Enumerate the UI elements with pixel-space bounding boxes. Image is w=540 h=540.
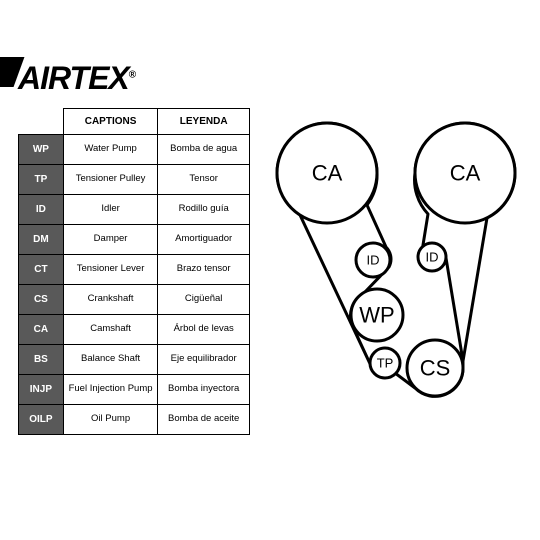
- pulley-label-ca2: CA: [450, 161, 481, 186]
- header-blank: [19, 109, 64, 135]
- leyenda-cell: Bomba inyectora: [158, 375, 250, 405]
- code-cell: WP: [19, 135, 64, 165]
- belt-diagram: CA CA ID ID WP TP CS: [265, 115, 530, 415]
- table-row: DMDamperAmortiguador: [19, 225, 250, 255]
- leyenda-cell: Amortiguador: [158, 225, 250, 255]
- caption-cell: Tensioner Pulley: [63, 165, 158, 195]
- header-captions: CAPTIONS: [63, 109, 158, 135]
- table-row: IDIdlerRodillo guía: [19, 195, 250, 225]
- header-leyenda: LEYENDA: [158, 109, 250, 135]
- code-cell: DM: [19, 225, 64, 255]
- caption-cell: Fuel Injection Pump: [63, 375, 158, 405]
- leyenda-cell: Rodillo guía: [158, 195, 250, 225]
- caption-cell: Camshaft: [63, 315, 158, 345]
- code-cell: TP: [19, 165, 64, 195]
- table-row: CTTensioner LeverBrazo tensor: [19, 255, 250, 285]
- code-cell: OILP: [19, 405, 64, 435]
- leyenda-cell: Brazo tensor: [158, 255, 250, 285]
- pulley-label-tp: TP: [377, 356, 394, 371]
- caption-cell: Tensioner Lever: [63, 255, 158, 285]
- leyenda-cell: Bomba de agua: [158, 135, 250, 165]
- code-cell: CT: [19, 255, 64, 285]
- caption-cell: Water Pump: [63, 135, 158, 165]
- pulley-label-id1: ID: [367, 253, 380, 268]
- code-cell: ID: [19, 195, 64, 225]
- caption-cell: Oil Pump: [63, 405, 158, 435]
- table-row: INJPFuel Injection PumpBomba inyectora: [19, 375, 250, 405]
- belt-diagram-svg: CA CA ID ID WP TP CS: [265, 115, 530, 415]
- table-row: OILPOil PumpBomba de aceite: [19, 405, 250, 435]
- leyenda-cell: Bomba de aceite: [158, 405, 250, 435]
- caption-cell: Damper: [63, 225, 158, 255]
- code-cell: CS: [19, 285, 64, 315]
- leyenda-cell: Cigüeñal: [158, 285, 250, 315]
- table-row: TPTensioner PulleyTensor: [19, 165, 250, 195]
- code-cell: INJP: [19, 375, 64, 405]
- brand-reg: ®: [129, 69, 135, 80]
- pulley-label-cs: CS: [420, 356, 451, 381]
- caption-cell: Idler: [63, 195, 158, 225]
- brand-text: AIRTEX: [18, 60, 129, 96]
- leyenda-cell: Tensor: [158, 165, 250, 195]
- pulley-label-id2: ID: [426, 250, 439, 265]
- leyenda-cell: Árbol de levas: [158, 315, 250, 345]
- code-cell: BS: [19, 345, 64, 375]
- brand-logo: AIRTEX®: [18, 60, 135, 97]
- legend-table-container: CAPTIONS LEYENDA WPWater PumpBomba de ag…: [18, 108, 250, 435]
- table-row: CACamshaftÁrbol de levas: [19, 315, 250, 345]
- pulley-label-wp: WP: [359, 303, 394, 328]
- leyenda-cell: Eje equilibrador: [158, 345, 250, 375]
- caption-cell: Crankshaft: [63, 285, 158, 315]
- table-row: CSCrankshaftCigüeñal: [19, 285, 250, 315]
- table-row: BSBalance ShaftEje equilibrador: [19, 345, 250, 375]
- table-row: WPWater PumpBomba de agua: [19, 135, 250, 165]
- caption-cell: Balance Shaft: [63, 345, 158, 375]
- pulley-label-ca1: CA: [312, 161, 343, 186]
- code-cell: CA: [19, 315, 64, 345]
- legend-table: CAPTIONS LEYENDA WPWater PumpBomba de ag…: [18, 108, 250, 435]
